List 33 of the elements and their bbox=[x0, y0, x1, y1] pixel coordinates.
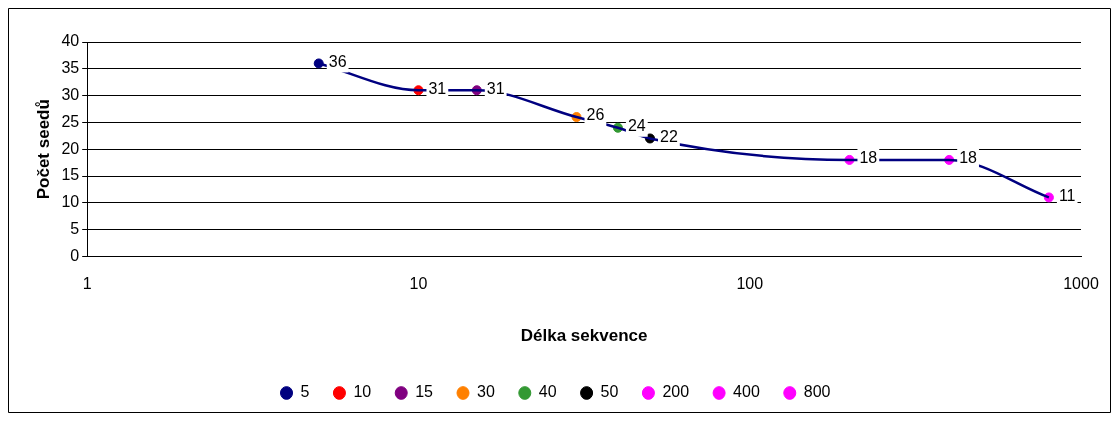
data-label: 31 bbox=[428, 79, 447, 97]
data-label: 31 bbox=[486, 79, 505, 97]
y-tick-label: 15 bbox=[61, 166, 80, 184]
legend-label: 200 bbox=[662, 383, 690, 401]
legend-label: 400 bbox=[733, 383, 760, 401]
data-label: 26 bbox=[586, 106, 605, 124]
x-tick-label: 100 bbox=[736, 275, 764, 293]
data-label: 18 bbox=[959, 149, 978, 167]
legend-label: 15 bbox=[415, 383, 434, 401]
data-label: 36 bbox=[328, 52, 347, 70]
legend-label: 40 bbox=[538, 383, 557, 401]
y-tick-label: 0 bbox=[70, 246, 80, 264]
legend-label: 30 bbox=[477, 383, 495, 401]
legend-label: 800 bbox=[803, 383, 831, 401]
y-tick-label: 5 bbox=[70, 220, 80, 238]
data-label: 24 bbox=[627, 117, 646, 135]
x-axis-title: Délka sekvence bbox=[520, 326, 648, 346]
legend-label: 10 bbox=[353, 383, 372, 401]
x-tick-label: 1000 bbox=[1063, 275, 1099, 293]
y-tick-label: 40 bbox=[61, 32, 80, 50]
y-axis-title: Počet seedů bbox=[33, 99, 53, 200]
y-tick-label: 25 bbox=[61, 112, 80, 130]
y-tick-label: 20 bbox=[61, 139, 80, 157]
legend-label: 5 bbox=[300, 383, 310, 401]
x-tick-label: 1 bbox=[82, 275, 92, 293]
data-label: 11 bbox=[1058, 186, 1076, 204]
y-tick-label: 35 bbox=[61, 59, 80, 77]
data-label: 18 bbox=[859, 149, 878, 167]
data-label: 22 bbox=[660, 127, 678, 145]
x-tick-label: 10 bbox=[409, 275, 428, 293]
y-tick-label: 10 bbox=[61, 193, 80, 211]
y-tick-label: 30 bbox=[61, 86, 80, 104]
legend-label: 50 bbox=[600, 383, 619, 401]
